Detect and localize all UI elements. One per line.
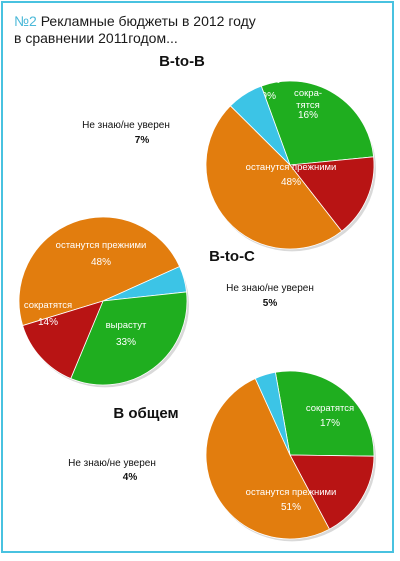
slice-label-same: останутся прежними (56, 240, 147, 251)
slice-label-same: останутся прежними (246, 162, 337, 173)
slice-label-grow: вырастут (106, 320, 147, 331)
slice-value-cut: 14% (38, 317, 58, 328)
slice-value-unsure: 5% (263, 298, 278, 309)
chart-heading: B-to-C (209, 248, 255, 265)
chart-heading: B-to-B (159, 53, 205, 70)
slice-value-same: 48% (281, 177, 301, 188)
slice-value-same: 51% (281, 502, 301, 513)
pie-slice-cut (289, 454, 375, 530)
pie-slice-same (205, 377, 330, 540)
pie-slice-same (18, 216, 181, 327)
chart-heading: В общем (113, 405, 178, 422)
slice-label-unsure: Не знаю/не уверен (82, 120, 170, 131)
slice-label-grow: вырастут (246, 73, 287, 84)
slice-label-cut: сокра-тятся (294, 88, 322, 111)
pie-slice-cut (22, 300, 104, 380)
title-line-2: в сравнении 2011годом... (14, 30, 178, 46)
page-title: №2 Рекламные бюджеты в 2012 году в сравн… (14, 13, 314, 47)
title-line-1: Рекламные бюджеты в 2012 году (36, 13, 256, 29)
slice-label-unsure: Не знаю/не уверен (226, 283, 314, 294)
slice-value-same: 48% (91, 257, 111, 268)
pie-slice-cut (289, 156, 375, 232)
slice-value-unsure: 7% (135, 135, 150, 146)
pie-slice-same (205, 105, 343, 250)
slice-label-cut: сократятся (306, 403, 354, 414)
slice-value-unsure: 4% (123, 472, 138, 483)
slice-label-cut: сократятся (24, 300, 72, 311)
slice-value-cut: 16% (298, 110, 318, 121)
pie-slice-unsure (254, 371, 291, 456)
pie-slice-grow (260, 80, 375, 166)
pie-slice-grow (274, 370, 375, 457)
border-frame (1, 1, 394, 553)
slice-value-grow: 29% (256, 91, 276, 102)
pie-slice-unsure (229, 85, 291, 166)
pie-slice-grow (70, 291, 188, 386)
slice-value-cut: 17% (320, 418, 340, 429)
slice-value-grow: 33% (116, 337, 136, 348)
title-number: №2 (14, 13, 37, 29)
slice-label-same: останутся прежними (246, 487, 337, 498)
slice-label-unsure: Не знаю/не уверен (68, 458, 156, 469)
